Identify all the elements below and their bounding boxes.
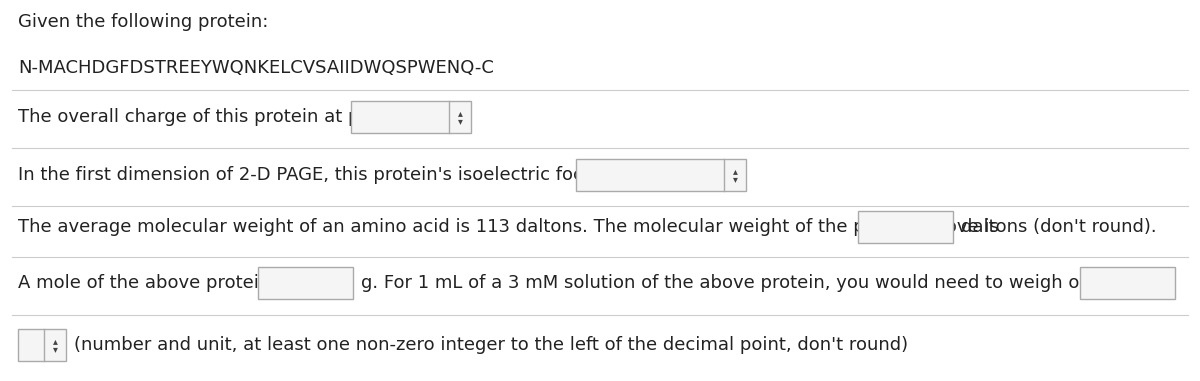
Text: Given the following protein:: Given the following protein: [18, 13, 269, 31]
Text: The average molecular weight of an amino acid is 113 daltons. The molecular weig: The average molecular weight of an amino… [18, 218, 998, 236]
FancyBboxPatch shape [258, 267, 353, 299]
Text: ▾: ▾ [732, 174, 738, 184]
Text: ▴: ▴ [457, 108, 462, 118]
FancyBboxPatch shape [576, 159, 746, 191]
Text: ▴: ▴ [53, 336, 58, 346]
Text: ▾: ▾ [53, 344, 58, 354]
Text: ▾: ▾ [457, 116, 462, 126]
Text: (number and unit, at least one non-zero integer to the left of the decimal point: (number and unit, at least one non-zero … [74, 336, 908, 354]
FancyBboxPatch shape [858, 211, 953, 243]
Text: ▴: ▴ [732, 166, 738, 176]
Text: g. For 1 mL of a 3 mM solution of the above protein, you would need to weigh out: g. For 1 mL of a 3 mM solution of the ab… [361, 274, 1098, 292]
FancyBboxPatch shape [1080, 267, 1175, 299]
Text: A mole of the above protein weighs: A mole of the above protein weighs [18, 274, 340, 292]
Text: In the first dimension of 2-D PAGE, this protein's isoelectric focusing point is: In the first dimension of 2-D PAGE, this… [18, 166, 703, 184]
FancyBboxPatch shape [18, 329, 66, 361]
FancyBboxPatch shape [352, 101, 470, 133]
Text: The overall charge of this protein at pH 7 is: The overall charge of this protein at pH… [18, 108, 410, 126]
Text: daltons (don't round).: daltons (don't round). [961, 218, 1157, 236]
Text: N-MACHDGFDSTREEYWQNKELCVSAIIDWQSPWENQ-C: N-MACHDGFDSTREEYWQNKELCVSAIIDWQSPWENQ-C [18, 59, 494, 77]
